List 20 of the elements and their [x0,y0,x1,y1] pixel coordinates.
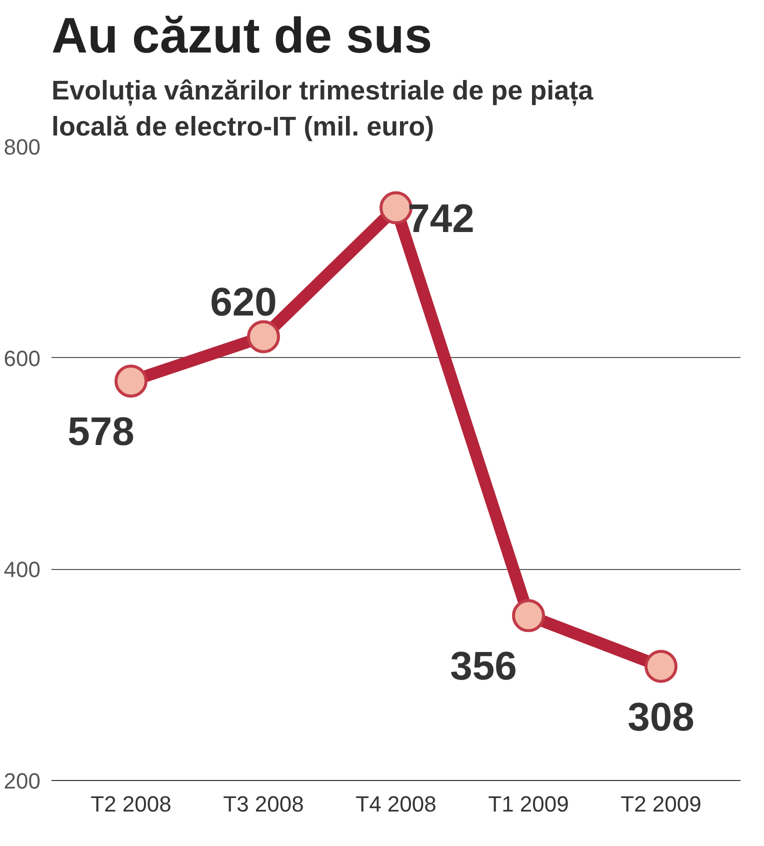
x-tick-label: T1 2009 [488,792,569,816]
y-tick-label: 200 [4,768,41,794]
x-tick-label: T2 2008 [90,792,172,816]
point [644,650,678,683]
y-tick-label: 400 [4,557,41,582]
data-label: 356 [450,644,517,689]
chart-subtitle: Evoluția vânzărilor trimestriale de pe piața locală de electro-IT (mil. euro) [52,76,594,142]
data-label: 742 [408,196,474,241]
x-tick-label: T3 2008 [223,792,304,816]
point [512,599,545,632]
y-tick-label: 600 [4,346,41,371]
y-tick-label: 800 [4,134,41,160]
data-label: 578 [68,410,134,454]
chart-title: Au căzut de sus [52,8,432,64]
point [114,364,148,398]
point [247,320,280,354]
data-label: 308 [628,695,694,740]
x-tick-label: T4 2008 [356,792,436,816]
x-tick-label: T2 2009 [620,792,702,816]
data-label: 620 [210,280,277,325]
